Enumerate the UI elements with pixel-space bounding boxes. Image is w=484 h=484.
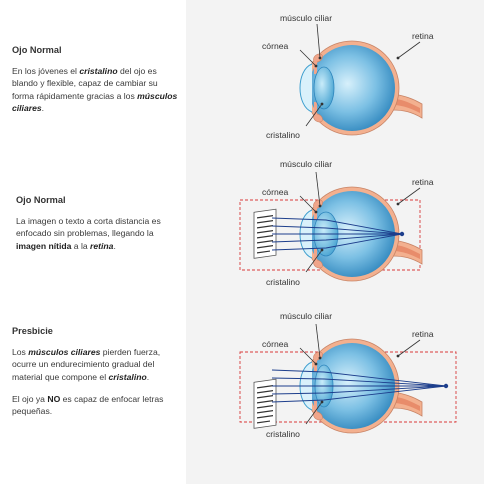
light-rays: [271, 217, 403, 251]
section-body: En los jóvenes el cristalino del ojo es …: [12, 65, 180, 114]
section-body: La imagen o texto a corta distancia es e…: [16, 215, 180, 252]
body-text: En los jóvenes el: [12, 66, 80, 77]
label-lens: cristalino: [266, 429, 300, 439]
label-lens: cristalino: [266, 130, 300, 140]
body-paragraph: El ojo ya NO es capaz de enfocar letras …: [12, 393, 180, 417]
text-column: Ojo Normal En los jóvenes el cristalino …: [0, 0, 186, 484]
label-retina: retina: [412, 329, 434, 339]
emphasis-text: retina: [90, 240, 114, 251]
label-lens: cristalino: [266, 277, 300, 287]
emphasis-text: músculos ciliares: [28, 347, 101, 358]
section-title: Ojo Normal: [12, 45, 62, 55]
emphasis-text: cristalino: [79, 66, 117, 76]
emphasis-text: músculos ciliares: [12, 91, 177, 113]
body-text: El ojo ya: [12, 393, 48, 404]
emphasis-text: retina: [90, 241, 113, 251]
emphasis-text: cristalino: [108, 371, 147, 382]
section-title: Ojo Normal: [16, 195, 66, 205]
body-text: es capaz de enfocar letras pequeñas.: [12, 393, 164, 417]
body-paragraph: En los jóvenes el cristalino del ojo es …: [12, 65, 180, 114]
body-text: .: [41, 102, 45, 113]
label-retina: retina: [412, 177, 434, 187]
label-cornea: córnea: [262, 41, 288, 51]
body-text: .: [146, 371, 150, 382]
body-text: .: [113, 240, 116, 251]
focal-point: [399, 231, 405, 237]
body-paragraph: La imagen o texto a corta distancia es e…: [16, 215, 180, 252]
section-normal-eye-focus: Ojo Normal La imagen o texto a corta dis…: [16, 194, 180, 262]
section-body: Los músculos ciliares pierden fuerza, oc…: [12, 346, 180, 417]
section-presbyopia: Presbicie Los músculos ciliares pierden …: [12, 325, 180, 427]
section-normal-eye: Ojo Normal En los jóvenes el cristalino …: [12, 44, 180, 124]
emphasis-text: NO: [47, 393, 61, 404]
body-text: a la: [71, 240, 91, 251]
body-text: Los: [12, 347, 29, 358]
body-paragraph: Los músculos ciliares pierden fuerza, oc…: [12, 346, 180, 383]
emphasis-text: músculos ciliares: [28, 347, 100, 357]
body-text: del ojo es blando y flexible, capaz de c…: [12, 66, 158, 101]
body-text: La imagen o texto a corta distancia es e…: [16, 216, 161, 239]
section-title: Presbicie: [12, 326, 53, 336]
label-muscle: músculo ciliar: [280, 311, 332, 321]
light-rays: [271, 369, 447, 403]
label-cornea: córnea: [262, 187, 288, 197]
text-card: [253, 208, 277, 259]
label-muscle: músculo ciliar: [280, 159, 332, 169]
label-retina: retina: [412, 31, 434, 41]
eye-diagram-2: músculo ciliar córnea retina cristalino: [239, 159, 434, 287]
focal-point: [443, 383, 449, 389]
emphasis-text: cristalino: [79, 66, 118, 77]
label-muscle: músculo ciliar: [280, 13, 332, 23]
body-text: pierden fuerza, ocurre un endurecimiento…: [12, 347, 161, 382]
emphasis-text: cristalino: [109, 372, 147, 382]
emphasis-text: músculos ciliares: [12, 90, 178, 113]
emphasis-text: imagen nítida: [16, 240, 72, 251]
eye-diagram-3: músculo ciliar córnea retina cristalino: [239, 311, 457, 439]
lens-shape: [313, 66, 335, 110]
label-cornea: córnea: [262, 339, 288, 349]
eye-diagram-1: músculo ciliar córnea retina cristalino: [262, 13, 434, 140]
text-card: [253, 378, 277, 429]
